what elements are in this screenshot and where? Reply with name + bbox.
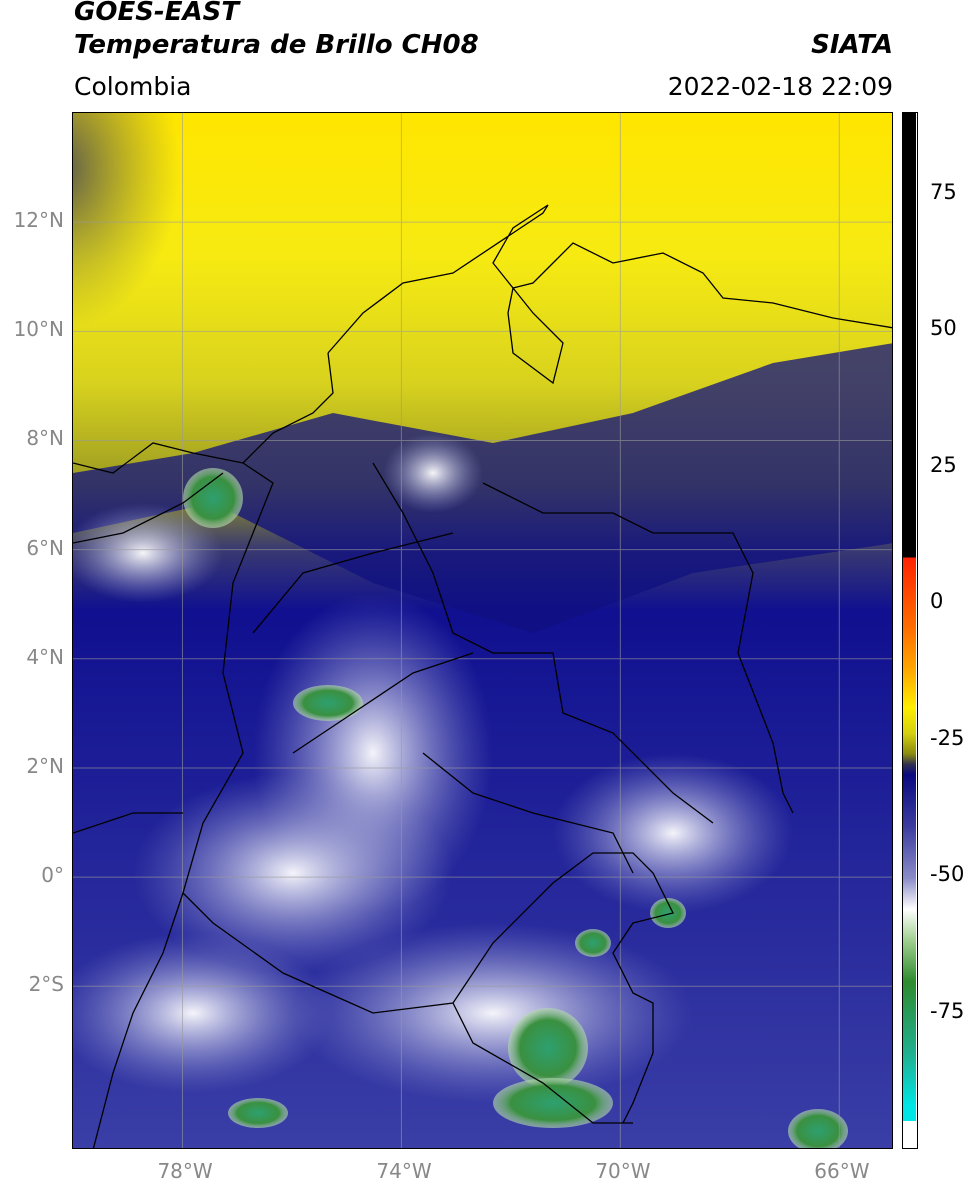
cold-top-3: [508, 1008, 588, 1088]
cold-top-2: [293, 685, 363, 721]
colorbar-tick-label: 25: [930, 452, 957, 477]
cold-top-6: [575, 929, 611, 957]
satellite-map: [72, 112, 893, 1149]
colorbar-tick-label: 75: [930, 179, 957, 204]
cloud-core-7: [383, 433, 483, 513]
lat-tick-label: 4°N: [26, 644, 64, 669]
colombia-north-border: [242, 352, 334, 464]
lon-tick-label: 78°W: [157, 1159, 213, 1183]
lat-tick-label: 12°N: [13, 208, 64, 233]
panama-border: [73, 472, 224, 544]
colombia-west-border: [182, 462, 674, 1124]
venezuela-border: [482, 482, 794, 814]
maracaibo-lake: [507, 286, 564, 385]
peru-coastline: [92, 892, 184, 1148]
internal-division-3: [292, 652, 474, 754]
cloud-core-4: [553, 753, 793, 913]
internal-division-2: [252, 532, 454, 634]
lon-tick-label: 70°W: [595, 1159, 651, 1183]
colorbar: [902, 112, 918, 1149]
gridlines: [73, 113, 892, 1148]
cold-top-5: [650, 898, 686, 928]
map-svg: [73, 113, 892, 1148]
cold-top-1: [183, 468, 243, 528]
institution-label: SIATA: [811, 30, 893, 60]
cloud-core-6: [73, 933, 333, 1093]
ecuador-coastline: [73, 812, 183, 834]
colorbar-tick-label: 0: [930, 589, 944, 614]
internal-division-4: [422, 752, 634, 874]
cold-top-4: [493, 1078, 613, 1128]
borders: [73, 204, 892, 1148]
cold-top-8: [228, 1098, 288, 1128]
lat-tick-label: 2°S: [28, 972, 64, 997]
lon-tick-label: 66°W: [814, 1159, 870, 1183]
region-label: Colombia: [74, 72, 192, 101]
panama-coastline: [73, 442, 244, 474]
cloud-core-3: [73, 503, 223, 603]
colorbar-gradient: [903, 113, 916, 1147]
colorbar-tick-label: 50: [930, 316, 957, 341]
cloud-core-5: [293, 923, 693, 1103]
peru-border: [452, 1002, 633, 1124]
colorbar-tick-label: -50: [930, 862, 965, 887]
satellite-title: GOES-EAST: [74, 0, 240, 27]
cold-top-7: [788, 1109, 848, 1148]
caribbean-coastline: [327, 204, 892, 354]
lat-tick-label: 2°N: [26, 753, 64, 778]
dark-band: [73, 343, 892, 633]
timestamp-label: 2022-02-18 22:09: [667, 72, 893, 101]
colorbar-tick-label: -75: [930, 998, 965, 1023]
lat-tick-label: 6°N: [26, 535, 64, 560]
grey-cloud-area: [73, 113, 333, 513]
lat-tick-label: 10°N: [13, 317, 64, 342]
colorbar-tick-label: -25: [930, 725, 965, 750]
lat-tick-label: 8°N: [26, 426, 64, 451]
lon-tick-label: 74°W: [376, 1159, 432, 1183]
product-title: Temperatura de Brillo CH08: [74, 30, 479, 60]
lat-tick-label: 0°: [41, 863, 64, 888]
internal-division-1: [372, 462, 714, 824]
